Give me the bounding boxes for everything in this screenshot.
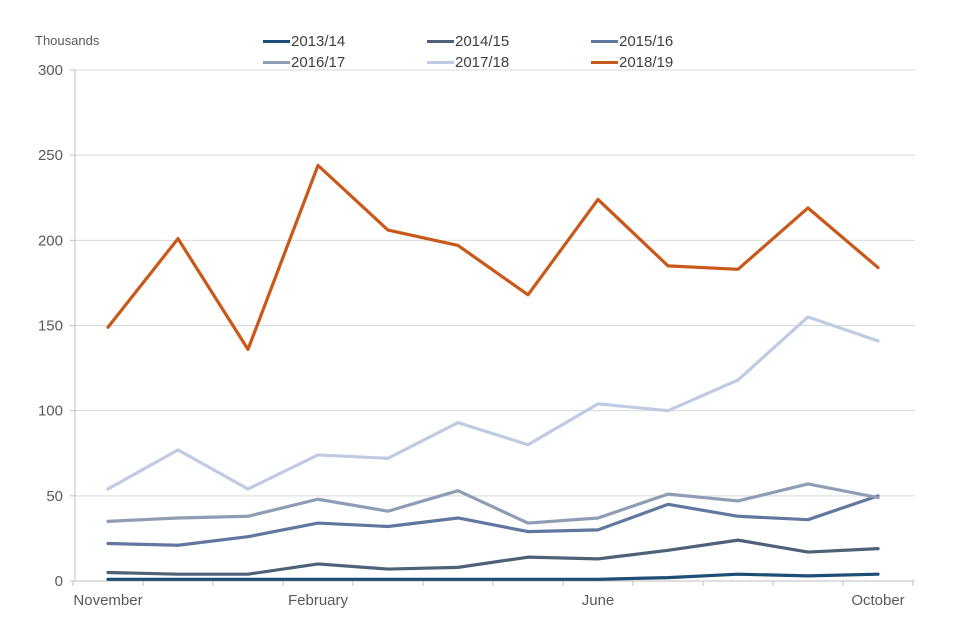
legend-label: 2017/18 bbox=[455, 54, 510, 71]
legend-item-2016-17: 2016/17 bbox=[263, 52, 427, 73]
legend-label: 2018/19 bbox=[619, 54, 674, 71]
legend-swatch-icon bbox=[263, 61, 290, 64]
legend-label: 2016/17 bbox=[291, 54, 346, 71]
legend-swatch-icon bbox=[591, 40, 618, 43]
y-tick-label: 0 bbox=[55, 573, 63, 590]
legend-item-2018-19: 2018/19 bbox=[591, 52, 755, 73]
y-tick-label: 200 bbox=[38, 232, 63, 249]
chart-legend: 2013/14 2014/15 2015/16 2016/17 2017/18 2018/… bbox=[263, 31, 755, 73]
legend-swatch-icon bbox=[427, 40, 454, 43]
series-line-2014-15 bbox=[106, 538, 880, 576]
legend-item-2017-18: 2017/18 bbox=[427, 52, 591, 73]
x-tick-label: February bbox=[288, 592, 349, 609]
legend-swatch-icon bbox=[263, 40, 290, 43]
y-tick-label: 300 bbox=[38, 62, 63, 79]
legend-swatch-icon bbox=[427, 61, 454, 64]
y-tick-label: 100 bbox=[38, 403, 63, 420]
legend-item-2015-16: 2015/16 bbox=[591, 31, 755, 52]
legend-label: 2013/14 bbox=[291, 33, 346, 50]
x-tick-label: November bbox=[73, 592, 142, 609]
y-tick-label: 150 bbox=[38, 318, 63, 335]
legend-label: 2014/15 bbox=[455, 33, 510, 50]
y-tick-label: 50 bbox=[46, 488, 63, 505]
series-line-2018-19 bbox=[106, 163, 880, 351]
series-line-2013-14 bbox=[106, 572, 880, 581]
y-tick-label: 250 bbox=[38, 147, 63, 164]
x-tick-label: June bbox=[582, 592, 615, 609]
legend-swatch-icon bbox=[591, 61, 618, 64]
legend-item-2014-15: 2014/15 bbox=[427, 31, 591, 52]
series-line-2017-18 bbox=[106, 315, 880, 491]
legend-label: 2015/16 bbox=[619, 33, 674, 50]
legend-item-2013-14: 2013/14 bbox=[263, 31, 427, 52]
y-axis-units-label: Thousands bbox=[35, 33, 100, 48]
series-line-2016-17 bbox=[106, 482, 880, 525]
series-line-2015-16 bbox=[106, 494, 880, 547]
x-tick-label: October bbox=[851, 592, 904, 609]
